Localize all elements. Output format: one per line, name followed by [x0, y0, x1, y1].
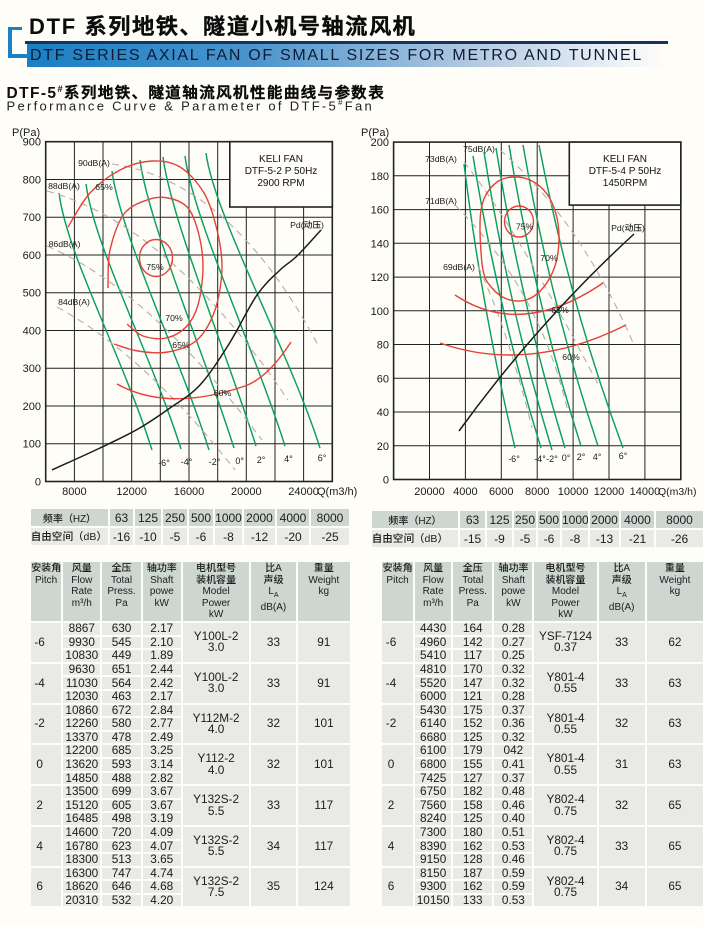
- svg-text:160: 160: [371, 205, 389, 217]
- svg-text:8000: 8000: [62, 486, 86, 498]
- svg-text:P(Pa): P(Pa): [361, 127, 389, 139]
- svg-text:0°: 0°: [235, 456, 244, 466]
- svg-text:71dB(A): 71dB(A): [425, 196, 457, 206]
- svg-text:-6°: -6°: [158, 458, 170, 468]
- svg-text:Pd(动压): Pd(动压): [611, 223, 645, 233]
- svg-text:KELI FAN: KELI FAN: [603, 154, 647, 165]
- svg-text:6°: 6°: [619, 451, 628, 461]
- svg-text:-2°: -2°: [209, 457, 221, 467]
- svg-text:90dB(A): 90dB(A): [78, 158, 110, 168]
- svg-text:4°: 4°: [593, 452, 602, 462]
- svg-text:600: 600: [23, 250, 41, 262]
- svg-text:Q(m3/h): Q(m3/h): [658, 486, 697, 498]
- svg-text:86dB(A): 86dB(A): [49, 239, 81, 249]
- svg-text:10000: 10000: [558, 486, 589, 498]
- svg-text:-4°: -4°: [534, 454, 546, 464]
- svg-text:Pd(动压): Pd(动压): [290, 220, 324, 230]
- svg-text:20000: 20000: [414, 486, 445, 498]
- svg-text:0: 0: [383, 475, 389, 487]
- svg-text:900: 900: [23, 137, 41, 149]
- svg-text:140: 140: [371, 238, 389, 250]
- svg-text:75%: 75%: [516, 222, 534, 232]
- svg-text:65%: 65%: [95, 182, 113, 192]
- svg-text:8000: 8000: [525, 486, 549, 498]
- svg-text:88dB(A): 88dB(A): [48, 181, 80, 191]
- svg-text:60: 60: [377, 373, 389, 385]
- svg-text:69dB(A): 69dB(A): [443, 262, 475, 272]
- svg-text:1450RPM: 1450RPM: [603, 178, 647, 189]
- svg-text:100: 100: [23, 439, 41, 451]
- svg-text:400: 400: [23, 326, 41, 338]
- svg-text:KELI FAN: KELI FAN: [259, 154, 303, 165]
- svg-text:300: 300: [23, 363, 41, 375]
- svg-text:0°: 0°: [562, 453, 571, 463]
- svg-text:20000: 20000: [231, 486, 262, 498]
- svg-text:24000: 24000: [288, 486, 319, 498]
- svg-text:2°: 2°: [577, 452, 586, 462]
- svg-text:200: 200: [371, 137, 389, 149]
- svg-text:700: 700: [23, 212, 41, 224]
- svg-text:200: 200: [23, 401, 41, 413]
- svg-text:65%: 65%: [551, 305, 569, 315]
- svg-text:100: 100: [371, 306, 389, 318]
- svg-text:40: 40: [377, 407, 389, 419]
- svg-text:16000: 16000: [174, 486, 205, 498]
- svg-text:6000: 6000: [489, 486, 513, 498]
- svg-text:12000: 12000: [594, 486, 625, 498]
- svg-text:DTF-5-2 P 50Hz: DTF-5-2 P 50Hz: [245, 166, 318, 177]
- svg-text:70%: 70%: [540, 253, 558, 263]
- svg-text:-6°: -6°: [508, 454, 520, 464]
- svg-text:6°: 6°: [318, 453, 327, 463]
- svg-text:75dB(A): 75dB(A): [463, 144, 495, 154]
- svg-text:20: 20: [377, 441, 389, 453]
- svg-text:4000: 4000: [453, 486, 477, 498]
- svg-text:4°: 4°: [284, 454, 293, 464]
- svg-text:2°: 2°: [257, 455, 266, 465]
- svg-text:70%: 70%: [165, 313, 183, 323]
- svg-text:-2°: -2°: [546, 454, 558, 464]
- svg-text:0: 0: [35, 477, 41, 489]
- svg-text:500: 500: [23, 288, 41, 300]
- svg-text:80: 80: [377, 340, 389, 352]
- svg-text:75%: 75%: [146, 262, 164, 272]
- svg-text:84dB(A): 84dB(A): [58, 297, 90, 307]
- svg-text:2900 RPM: 2900 RPM: [257, 178, 304, 189]
- svg-text:65%: 65%: [172, 340, 190, 350]
- svg-text:800: 800: [23, 175, 41, 187]
- svg-text:14000: 14000: [630, 486, 661, 498]
- svg-text:60%: 60%: [214, 388, 232, 398]
- svg-text:DTF-5-4 P 50Hz: DTF-5-4 P 50Hz: [589, 166, 662, 177]
- svg-text:P(Pa): P(Pa): [12, 127, 40, 139]
- svg-text:12000: 12000: [116, 486, 147, 498]
- svg-text:-4°: -4°: [181, 457, 193, 467]
- svg-text:60%: 60%: [562, 352, 580, 362]
- svg-text:180: 180: [371, 171, 389, 183]
- svg-text:Q(m3/h): Q(m3/h): [317, 486, 357, 498]
- svg-text:73dB(A): 73dB(A): [425, 154, 457, 164]
- svg-text:120: 120: [371, 272, 389, 284]
